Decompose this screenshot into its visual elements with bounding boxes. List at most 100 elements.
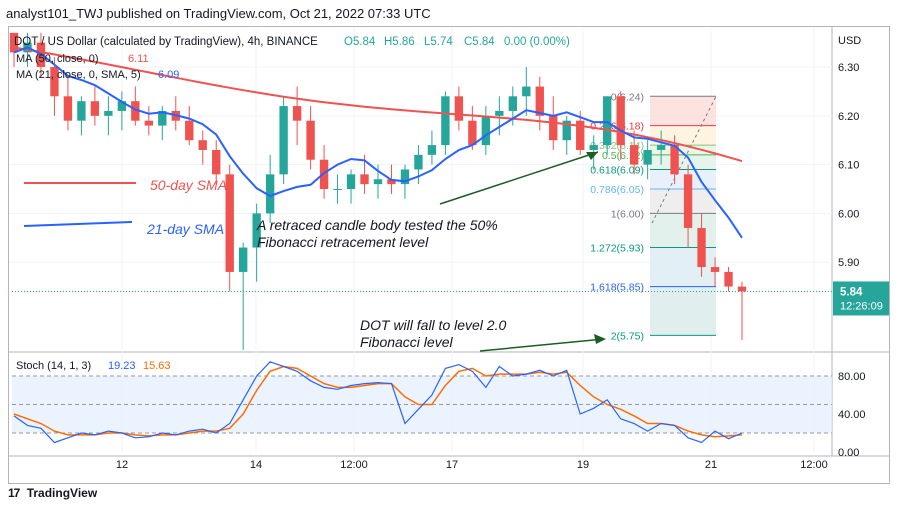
candle-body bbox=[495, 110, 504, 116]
fib-band bbox=[650, 125, 716, 146]
candle-body bbox=[9, 32, 19, 53]
candle-body bbox=[616, 96, 625, 146]
candle-body bbox=[360, 174, 369, 185]
fib-band bbox=[650, 96, 716, 126]
candle-body bbox=[589, 145, 598, 150]
candle-body bbox=[117, 101, 127, 111]
y-tick-label: 6.10 bbox=[838, 160, 859, 172]
candle-body bbox=[562, 120, 571, 141]
candle-body bbox=[104, 110, 113, 116]
candle-body bbox=[656, 145, 666, 150]
candle-body bbox=[576, 120, 585, 150]
ohlc-value: L5.74 bbox=[424, 36, 453, 48]
candle-body bbox=[724, 271, 733, 287]
candle-body bbox=[710, 267, 720, 272]
x-tick-label: 12 bbox=[116, 459, 128, 471]
candle-body bbox=[468, 120, 477, 146]
candle-body bbox=[279, 106, 288, 175]
y-tick-label: 6.00 bbox=[838, 208, 859, 220]
currency-label: USD bbox=[838, 35, 861, 47]
fib-level-label: 0.618(6.09) bbox=[590, 164, 644, 176]
candle-body bbox=[549, 115, 558, 141]
candle-body bbox=[319, 159, 329, 189]
note-retrace-line1: A retraced candle body tested the 50% bbox=[256, 217, 498, 233]
sma21-legend-line bbox=[23, 221, 133, 227]
bar-countdown: 12:26:09 bbox=[840, 300, 883, 312]
candle-body bbox=[414, 154, 423, 170]
ohlc-value: O5.84 bbox=[344, 36, 376, 48]
publish-header: analyst101_TWJ published on TradingView.… bbox=[6, 6, 431, 21]
candle-body bbox=[535, 86, 544, 116]
ma21-label: MA (21, close, 0, SMA, 5) bbox=[16, 69, 141, 81]
last-price-value: 5.84 bbox=[840, 286, 863, 298]
tradingview-logo: 17 bbox=[8, 486, 20, 500]
fib-level-label: 2(5.75) bbox=[611, 330, 644, 342]
candle-body bbox=[131, 101, 140, 121]
ohlc-value: C5.84 bbox=[464, 36, 495, 48]
note-retrace-line2: Fibonacci retracement level bbox=[257, 234, 429, 250]
fib-band bbox=[650, 247, 716, 287]
fib-level-label: 0(6.24) bbox=[611, 91, 644, 103]
sma21-annotation: 21-day SMA bbox=[146, 221, 224, 237]
footer-brand: 17 TradingView bbox=[8, 486, 97, 500]
candle-body bbox=[427, 145, 437, 155]
arrow-retrace bbox=[439, 151, 599, 205]
candle-body bbox=[239, 247, 248, 272]
candle-body bbox=[50, 67, 59, 97]
fib-band bbox=[650, 286, 716, 336]
stoch-k-line bbox=[13, 361, 743, 444]
ma50-value: 6.11 bbox=[128, 53, 149, 65]
ma50-line bbox=[13, 46, 743, 163]
candle-body bbox=[265, 174, 275, 214]
fib-level-label: 1(6.00) bbox=[611, 208, 644, 220]
y-tick-label: 6.20 bbox=[838, 111, 859, 123]
x-tick-label: 21 bbox=[705, 459, 717, 471]
candle-body bbox=[198, 140, 207, 150]
chart-title: DOT / US Dollar (calculated by TradingVi… bbox=[14, 36, 318, 48]
stoch-k-value: 19.23 bbox=[108, 360, 136, 372]
candle-body bbox=[346, 174, 356, 189]
candle-body bbox=[387, 179, 396, 185]
candle-body bbox=[144, 120, 153, 126]
candle-body bbox=[481, 115, 491, 146]
arrow-retrace-head bbox=[586, 152, 598, 160]
candle-body bbox=[603, 96, 612, 146]
candle-body bbox=[252, 213, 261, 248]
note-target-line2: Fibonacci level bbox=[360, 334, 453, 350]
ma21-line bbox=[13, 46, 743, 239]
candle-body bbox=[63, 96, 73, 121]
tradingview-brand: TradingView bbox=[26, 486, 98, 500]
fib-level-label: 1.272(5.93) bbox=[590, 243, 644, 255]
candle-body bbox=[683, 174, 693, 229]
stoch-tick-label: 0.00 bbox=[838, 447, 859, 459]
candle-body bbox=[737, 286, 747, 292]
fib-band bbox=[650, 213, 716, 248]
candle-body bbox=[158, 110, 167, 126]
stoch-tick-label: 40.00 bbox=[838, 409, 866, 421]
candle-body bbox=[333, 189, 342, 190]
x-tick-label: 17 bbox=[446, 459, 458, 471]
y-tick-label: 6.30 bbox=[838, 62, 859, 74]
candle-body bbox=[373, 179, 383, 185]
last-price-badge bbox=[833, 281, 889, 316]
fib-band bbox=[650, 189, 716, 214]
x-tick-label: 12:00 bbox=[340, 459, 368, 471]
candle-body bbox=[212, 149, 221, 175]
arrow-target bbox=[479, 338, 605, 352]
ohlc-value: 0.00 (0.00%) bbox=[504, 36, 570, 48]
candle-body bbox=[77, 101, 86, 121]
stoch-tick-label: 80.00 bbox=[838, 371, 866, 383]
ma50-label: MA (50, close, 0) bbox=[16, 53, 99, 65]
note-target-line1: DOT will fall to level 2.0 bbox=[360, 317, 506, 333]
candle-body bbox=[670, 145, 679, 175]
candle-body bbox=[441, 96, 450, 146]
candle-body bbox=[508, 96, 517, 111]
x-tick-label: 12:00 bbox=[800, 459, 828, 471]
candle-body bbox=[522, 86, 531, 97]
fib-level-label: 0.786(6.05) bbox=[590, 184, 644, 196]
x-tick-label: 19 bbox=[577, 459, 589, 471]
chart-frame bbox=[8, 26, 890, 484]
stoch-label: Stoch (14, 1, 3) bbox=[16, 360, 91, 372]
y-tick-label: 5.90 bbox=[838, 257, 859, 269]
